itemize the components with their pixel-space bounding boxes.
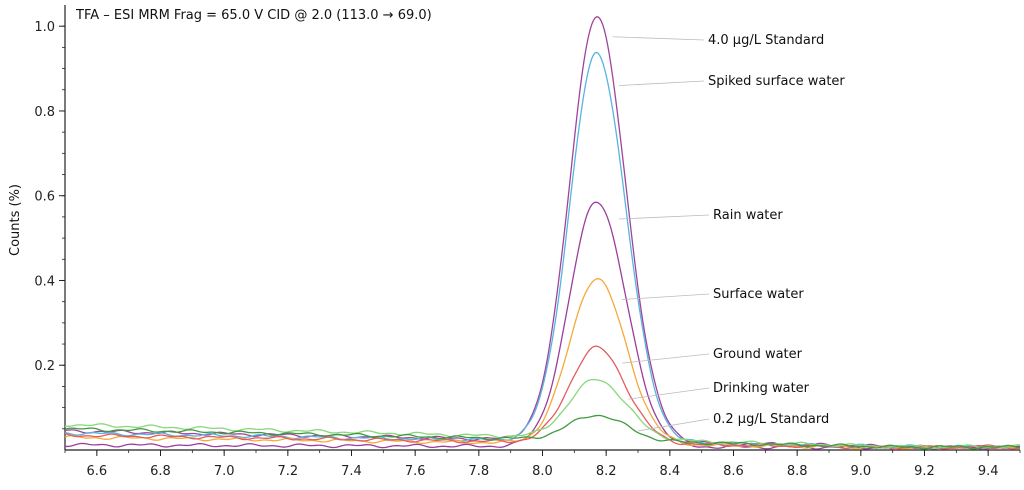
x-tick-label: 9.4 — [978, 464, 999, 479]
series-label: 0.2 µg/L Standard — [713, 412, 829, 427]
x-tick-label: 8.6 — [723, 464, 744, 479]
series-line-5 — [64, 378, 1021, 450]
chart-title: TFA – ESI MRM Frag = 65.0 V CID @ 2.0 (1… — [75, 8, 432, 23]
x-tick-label: 7.2 — [277, 464, 298, 479]
leader-line — [612, 36, 705, 41]
x-tick-label: 8.2 — [596, 464, 617, 479]
y-tick-label: 0.6 — [34, 190, 55, 205]
leader-line — [618, 214, 710, 220]
series-label: Surface water — [713, 287, 804, 302]
series-label: 4.0 µg/L Standard — [708, 33, 824, 48]
x-tick-label: 9.2 — [914, 464, 935, 479]
series-group — [64, 16, 1021, 450]
x-tick-label: 7.0 — [214, 464, 235, 479]
leader-line — [637, 418, 710, 432]
x-tick-label: 9.0 — [850, 464, 871, 479]
x-tick-label: 8.0 — [532, 464, 553, 479]
leader-line — [622, 353, 710, 364]
x-tick-label: 6.8 — [150, 464, 171, 479]
series-label: Ground water — [713, 347, 803, 362]
y-tick-label: 0.2 — [34, 359, 55, 374]
y-tick-label: 0.8 — [34, 105, 55, 120]
series-line-2 — [64, 201, 1021, 450]
y-tick-label: 1.0 — [34, 20, 55, 35]
x-tick-label: 7.4 — [341, 464, 362, 479]
y-axis-label: Counts (%) — [8, 184, 23, 256]
x-tick-label: 8.4 — [659, 464, 680, 479]
x-tick-label: 7.6 — [405, 464, 426, 479]
x-tick-label: 8.8 — [787, 464, 808, 479]
series-line-1 — [64, 51, 1021, 450]
series-label: Spiked surface water — [708, 74, 845, 89]
x-tick-label: 7.8 — [468, 464, 489, 479]
leader-line — [622, 293, 710, 300]
series-line-3 — [64, 278, 1021, 450]
series-line-6 — [64, 414, 1021, 450]
x-tick-label: 6.6 — [86, 464, 107, 479]
leader-line — [628, 387, 710, 400]
annotations: 4.0 µg/L Standard Spiked surface water Rai… — [612, 33, 845, 432]
axes: 6.6 6.8 7.0 7.2 7.4 7.6 7.8 8.0 8.2 8.4 8.6 8.8 9.0 9… — [34, 5, 1021, 479]
series-label: Rain water — [713, 208, 783, 223]
series-line-0 — [64, 16, 1021, 450]
series-label: Drinking water — [713, 381, 810, 396]
y-tick-label: 0.4 — [34, 274, 55, 289]
leader-line — [618, 80, 705, 86]
